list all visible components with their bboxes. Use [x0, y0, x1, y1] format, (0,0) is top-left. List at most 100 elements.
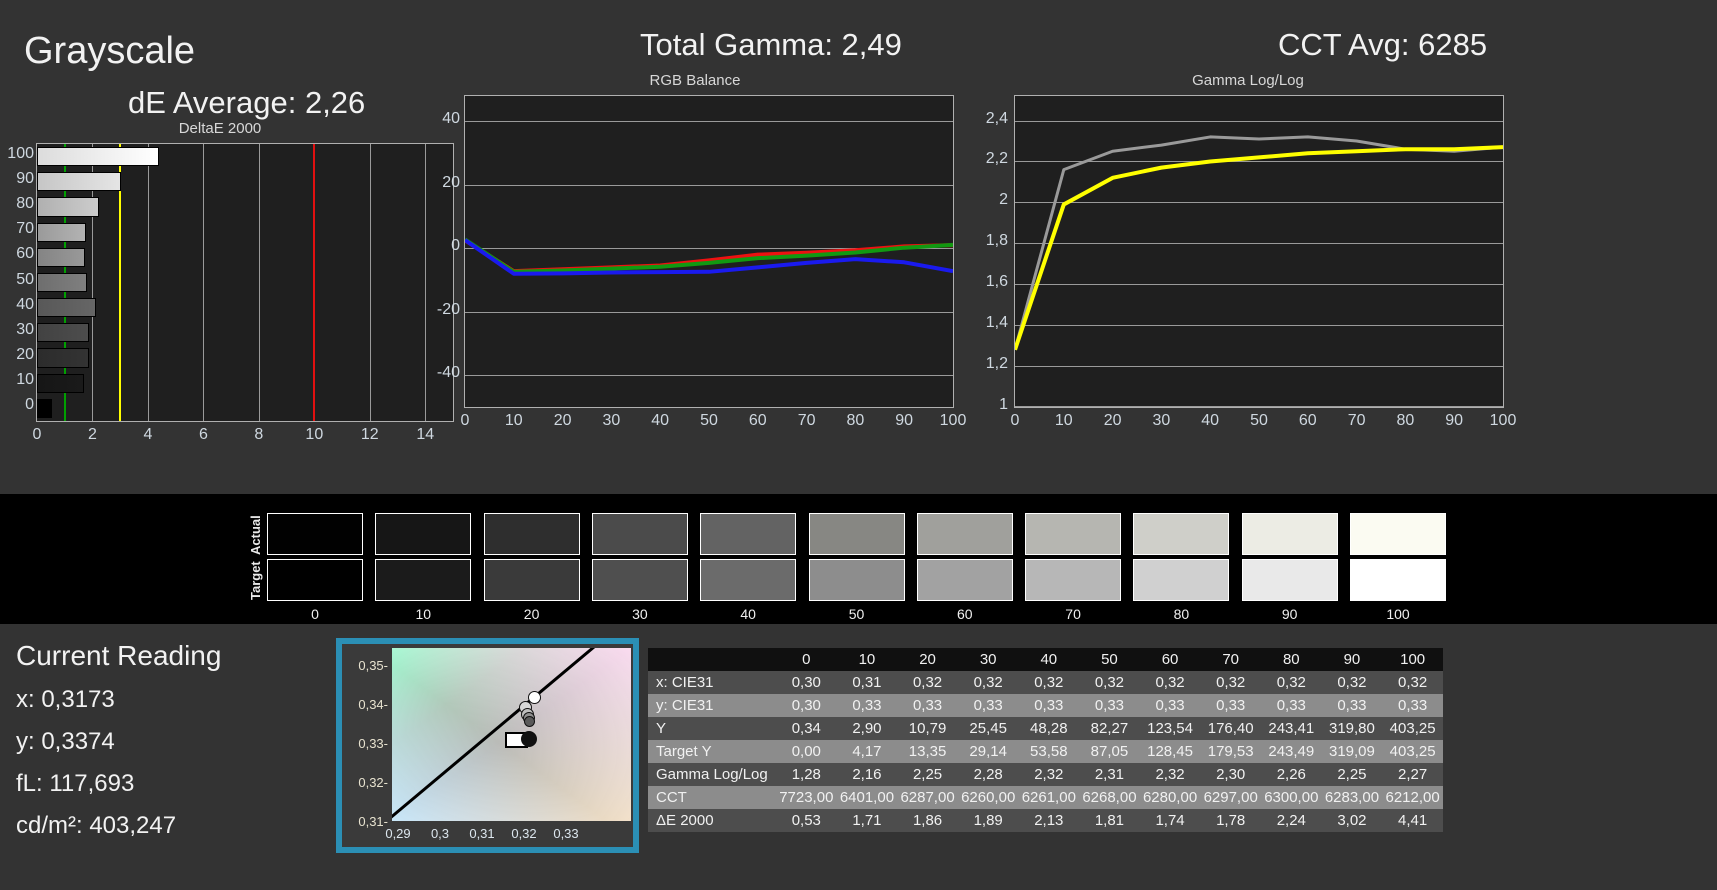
table-cell: 0,33	[1139, 694, 1201, 717]
cie-y-tick: 0,35-	[358, 658, 388, 673]
table-cell: 6300,00	[1261, 786, 1322, 809]
deltae-x-tick: 10	[305, 426, 324, 443]
deltae-y-tick: 30	[16, 320, 34, 338]
table-cell: 2,13	[1018, 809, 1080, 832]
rgb-x-tick: 30	[602, 412, 621, 429]
deltae-y-tick: 50	[16, 270, 34, 288]
gamma-y-tick: 2,2	[985, 150, 1008, 168]
page-title: Grayscale	[24, 30, 196, 72]
deltae-x-tick: 6	[198, 426, 208, 443]
table-row-label: Gamma Log/Log	[648, 763, 776, 786]
de-average-label: dE Average: 2,26	[128, 85, 366, 120]
gamma-x-tick: 40	[1201, 412, 1220, 429]
gamma-y-tick: 1	[999, 396, 1008, 413]
reading-fl: fL: 117,693	[16, 770, 135, 797]
gamma-x-tick: 10	[1054, 412, 1073, 429]
actual-patch	[1133, 513, 1230, 555]
table-cell: 0,30	[776, 694, 837, 717]
table-column-header: 20	[897, 648, 958, 671]
gamma-gridline	[1015, 406, 1503, 407]
rgb-balance-chart-title: RGB Balance	[649, 72, 741, 89]
table-row: y: CIE31 0,30 0,33 0,33 0,33 0,33 0,33 0,33 0,33…	[648, 694, 1443, 717]
reading-cdm2: cd/m²: 403,247	[16, 812, 177, 839]
table-cell: 48,28	[1018, 717, 1080, 740]
cie-point-current	[521, 731, 537, 747]
table-row: Gamma Log/Log 1,28 2,16 2,25 2,28 2,32 2,31 2,3…	[648, 763, 1443, 786]
table-cell: 2,16	[836, 763, 898, 786]
cct-average-label: CCT Avg: 6285	[1278, 27, 1488, 62]
patch-label: 30	[632, 606, 648, 622]
deltae-bar	[37, 147, 160, 167]
rgb-gridline	[465, 184, 953, 186]
table-cell: 6212,00	[1382, 786, 1443, 809]
gamma-gridline	[1015, 325, 1503, 327]
actual-patch	[700, 513, 797, 555]
table-row: CCT 7723,00 6401,00 6287,00 6260,00 6261,00 62…	[648, 786, 1443, 809]
rgb-balance-chart	[464, 95, 954, 408]
gamma-gridline	[1015, 243, 1503, 245]
table-cell: 403,25	[1382, 717, 1443, 740]
rgb-balance-lines	[465, 237, 953, 276]
deltae-x-tick: 0	[32, 426, 42, 443]
deltae-y-tick: 40	[16, 295, 34, 313]
charts-panel: Grayscale dE Average: 2,26 Total Gamma: …	[0, 0, 1717, 494]
table-cell: 0,32	[1382, 671, 1443, 694]
cie-x-tick: 0,29	[385, 826, 411, 841]
cie-chromaticity-widget[interactable]: 0,35- 0,34- 0,33- 0,32- 0,31- 0,29 0,3 0,31 0,3…	[336, 638, 639, 853]
deltae-bar	[37, 373, 85, 393]
patch-label: 10	[415, 606, 432, 622]
table-column-header: 100	[1382, 648, 1443, 671]
table-row-label: ΔE 2000	[648, 809, 776, 832]
gamma-gridline	[1015, 284, 1503, 286]
table-cell: 6260,00	[957, 786, 1019, 809]
table-cell: 243,41	[1261, 717, 1322, 740]
target-patch	[1350, 559, 1446, 601]
table-cell: 1,86	[897, 809, 958, 832]
table-cell: 4,17	[836, 740, 898, 763]
table-cell: 123,54	[1139, 717, 1201, 740]
table-column-header: 10	[836, 648, 898, 671]
table-row-label: CCT	[648, 786, 776, 809]
table-row: x: CIE31 0,30 0,31 0,32 0,32 0,32 0,32 0,32 0,32…	[648, 671, 1443, 694]
gamma-x-tick: 80	[1396, 412, 1415, 429]
rgb-x-tick: 20	[553, 412, 572, 429]
actual-patch	[808, 513, 905, 555]
table-corner-cell	[648, 648, 776, 671]
table-cell: 0,33	[1382, 694, 1443, 717]
table-cell: 6280,00	[1139, 786, 1201, 809]
deltae-gridline	[425, 144, 427, 421]
gamma-x-tick: 30	[1152, 412, 1171, 429]
table-cell: 0,32	[897, 671, 958, 694]
table-cell: 2,28	[957, 763, 1019, 786]
table-row-label: x: CIE31	[648, 671, 776, 694]
table-cell: 0,32	[1321, 671, 1383, 694]
patch-label: 80	[1173, 606, 1190, 622]
table-cell: 0,32	[1079, 671, 1140, 694]
deltae-y-tick: 60	[16, 245, 34, 263]
table-cell: 0,34	[776, 717, 837, 740]
deltae-chart	[36, 143, 454, 422]
patch-label: 100	[1386, 606, 1410, 622]
current-reading-title: Current Reading	[16, 640, 222, 671]
gamma-y-tick: 1,2	[985, 355, 1008, 373]
table-cell: 1,89	[957, 809, 1019, 832]
deltae-y-tick: 20	[16, 346, 34, 364]
table-cell: 0,33	[1321, 694, 1383, 717]
table-cell: 0,31	[836, 671, 898, 694]
cie-x-tick: 0,32	[511, 826, 537, 841]
gamma-chart	[1014, 95, 1504, 408]
table-column-header: 30	[957, 648, 1019, 671]
actual-row-label: Actual	[248, 515, 263, 555]
gamma-x-tick: 20	[1103, 412, 1122, 429]
table-cell: 179,53	[1200, 740, 1261, 763]
table-cell: 6268,00	[1079, 786, 1140, 809]
cie-y-tick: 0,34-	[358, 697, 388, 712]
deltae-gridline	[369, 144, 371, 421]
table-cell: 25,45	[957, 717, 1019, 740]
gamma-x-tick: 0	[1010, 412, 1020, 429]
gamma-gridline	[1015, 202, 1503, 204]
deltae-y-tick: 70	[16, 220, 34, 238]
deltae-bar	[37, 222, 87, 242]
target-row-label: Target	[248, 561, 263, 601]
table-row-label: y: CIE31	[648, 694, 776, 717]
